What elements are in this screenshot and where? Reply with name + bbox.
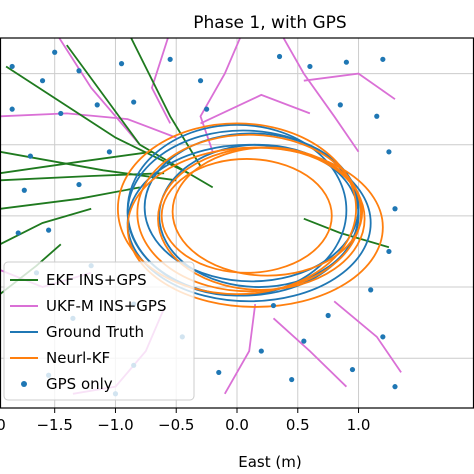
x-tick-label: −0.5 — [158, 416, 194, 434]
ground-truth-loop — [126, 123, 348, 297]
ukf-m-ins-gps-line — [282, 38, 360, 153]
gps-only-point — [325, 312, 331, 319]
gps-only-point — [380, 56, 386, 62]
x-tick-label: −1.5 — [36, 416, 72, 434]
gps-only-point — [386, 149, 392, 155]
gps-only-point — [9, 106, 15, 112]
gps-only-point — [197, 78, 204, 84]
gps-only-point — [216, 369, 222, 376]
neurl-kf-loop — [160, 158, 333, 274]
gps-only-point — [276, 53, 283, 60]
ukf-m-ins-gps-line — [303, 72, 396, 100]
gps-only-point — [349, 366, 356, 373]
gps-only-point — [76, 68, 82, 74]
gps-only-point — [204, 106, 210, 112]
ukf-m-ins-gps-line — [200, 93, 311, 125]
legend-marker — [21, 381, 27, 387]
neurl-kf-loop — [116, 122, 358, 296]
gps-only-point — [392, 384, 398, 390]
gps-only-point — [46, 227, 52, 233]
gps-only-point — [337, 102, 343, 108]
gps-only-point — [301, 338, 307, 344]
legend-label: Ground Truth — [46, 323, 144, 341]
gps-only-point — [9, 63, 15, 70]
ekf-ins-gps-line — [130, 38, 202, 167]
legend-label: Neurl-KF — [46, 349, 110, 367]
gps-only-point — [343, 59, 349, 65]
gps-only-point — [94, 102, 100, 108]
x-tick-label: 0.0 — [225, 416, 249, 434]
gps-only-point — [39, 78, 46, 84]
ukf-m-ins-gps-line — [58, 38, 141, 146]
gps-only-point — [15, 230, 21, 236]
ukf-m-ins-gps-line — [272, 317, 348, 388]
ekf-ins-gps-line — [303, 217, 390, 249]
chart-title: Phase 1, with GPS — [193, 13, 346, 33]
gps-only-point — [258, 348, 264, 354]
legend-label: EKF INS+GPS — [46, 271, 147, 289]
ukf-m-ins-gps-line — [150, 38, 172, 124]
ukf-m-ins-gps-line — [224, 303, 257, 395]
gps-only-point — [52, 49, 58, 55]
legend-label: GPS only — [46, 375, 113, 393]
x-tick-label: −1.0 — [97, 416, 133, 434]
gps-only-point — [307, 63, 313, 70]
gps-only-point — [167, 56, 173, 62]
gps-only-point — [374, 113, 380, 119]
neurl-kf-loop — [171, 146, 364, 277]
gps-only-point — [380, 334, 386, 340]
x-tick-label: 0.5 — [286, 416, 310, 434]
gps-only-point — [270, 302, 277, 309]
x-tick-label: 2.0 — [0, 416, 6, 434]
gps-only-point — [386, 248, 392, 255]
gps-only-point — [289, 376, 295, 383]
gps-only-point — [392, 206, 398, 212]
gps-only-point — [106, 149, 112, 155]
gps-only-point — [131, 99, 137, 105]
gps-only-point — [58, 110, 64, 117]
x-axis-label: East (m) — [238, 453, 301, 471]
legend: EKF INS+GPS UKF-M INS+GPS Ground Truth Neur… — [3, 261, 195, 401]
gps-only-point — [76, 181, 82, 188]
ekf-ins-gps-line — [0, 207, 92, 246]
ekf-ins-gps-line — [0, 172, 165, 182]
gps-only-point — [27, 153, 33, 159]
legend-box — [3, 261, 195, 401]
gps-only-point — [118, 61, 125, 67]
legend-label: UKF-M INS+GPS — [46, 297, 167, 315]
gps-only-point — [368, 287, 374, 293]
ukf-m-ins-gps-line — [333, 300, 402, 373]
ukf-m-ins-gps-line — [0, 112, 177, 139]
x-tick-label: 1.0 — [347, 416, 371, 434]
neurl-kf-loop — [136, 133, 362, 293]
gps-only-point — [21, 187, 27, 193]
ekf-ins-gps-line — [0, 150, 153, 175]
